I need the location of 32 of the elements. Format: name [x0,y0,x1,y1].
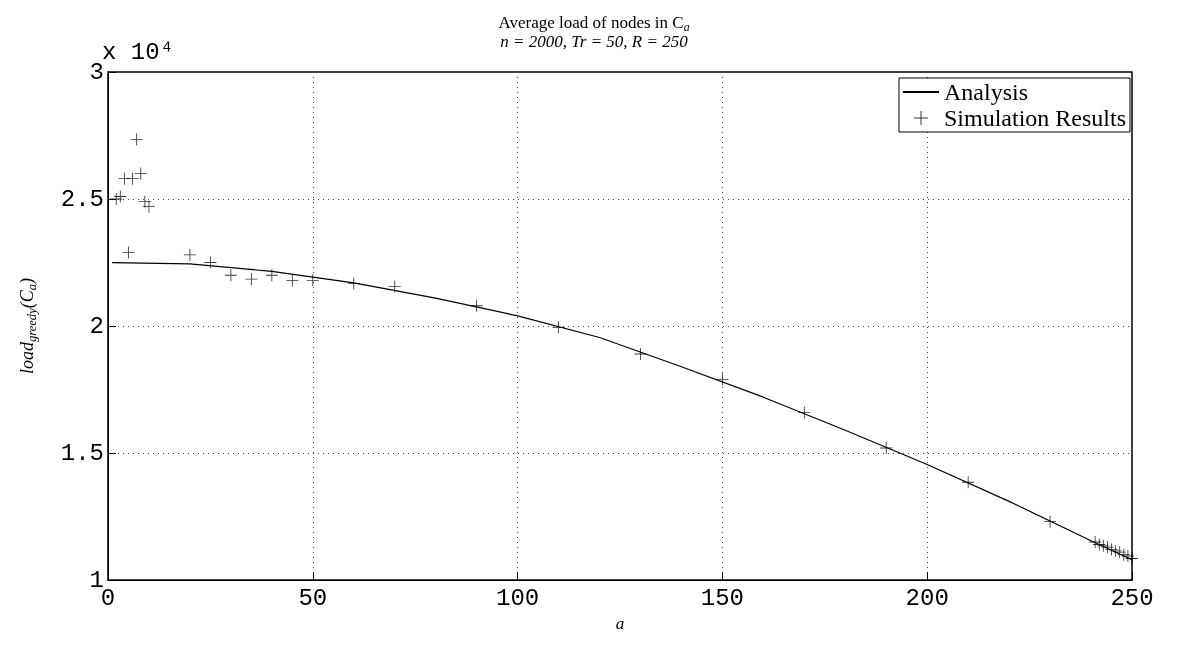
point [716,373,729,386]
point [265,269,278,282]
text: x 10⁴ [102,38,175,66]
y-tick-label: 1.5 [60,439,104,467]
point [388,280,401,293]
legend-label: Simulation Results [943,105,1126,131]
point [204,256,217,269]
x-tick-label: 150 [700,584,745,612]
y-tick-label: 2 [89,312,104,340]
chart-subtitle: n = 2000, Tr = 50, R = 250 [500,32,689,52]
point [134,167,147,180]
x-axis-title: a [615,614,625,633]
point [114,190,127,203]
point [962,476,975,489]
x-tick-label: 200 [905,584,949,612]
point [1097,539,1110,552]
point [138,195,151,208]
y-tick-label: 3 [89,58,104,86]
point [470,299,483,312]
point [286,274,299,287]
legend-label: Analysis [943,79,1028,105]
x-tick-label: 50 [298,584,328,612]
x-tick-label: 100 [495,584,540,612]
point [130,133,143,146]
point [224,269,237,282]
point [126,172,139,185]
point [798,406,811,419]
y-tick-label: 2.5 [60,185,104,213]
x-tick-label: 250 [1110,584,1154,612]
point [306,274,319,287]
y-axis-title: loadgreedy(Ca) [17,278,39,375]
point [122,246,135,259]
